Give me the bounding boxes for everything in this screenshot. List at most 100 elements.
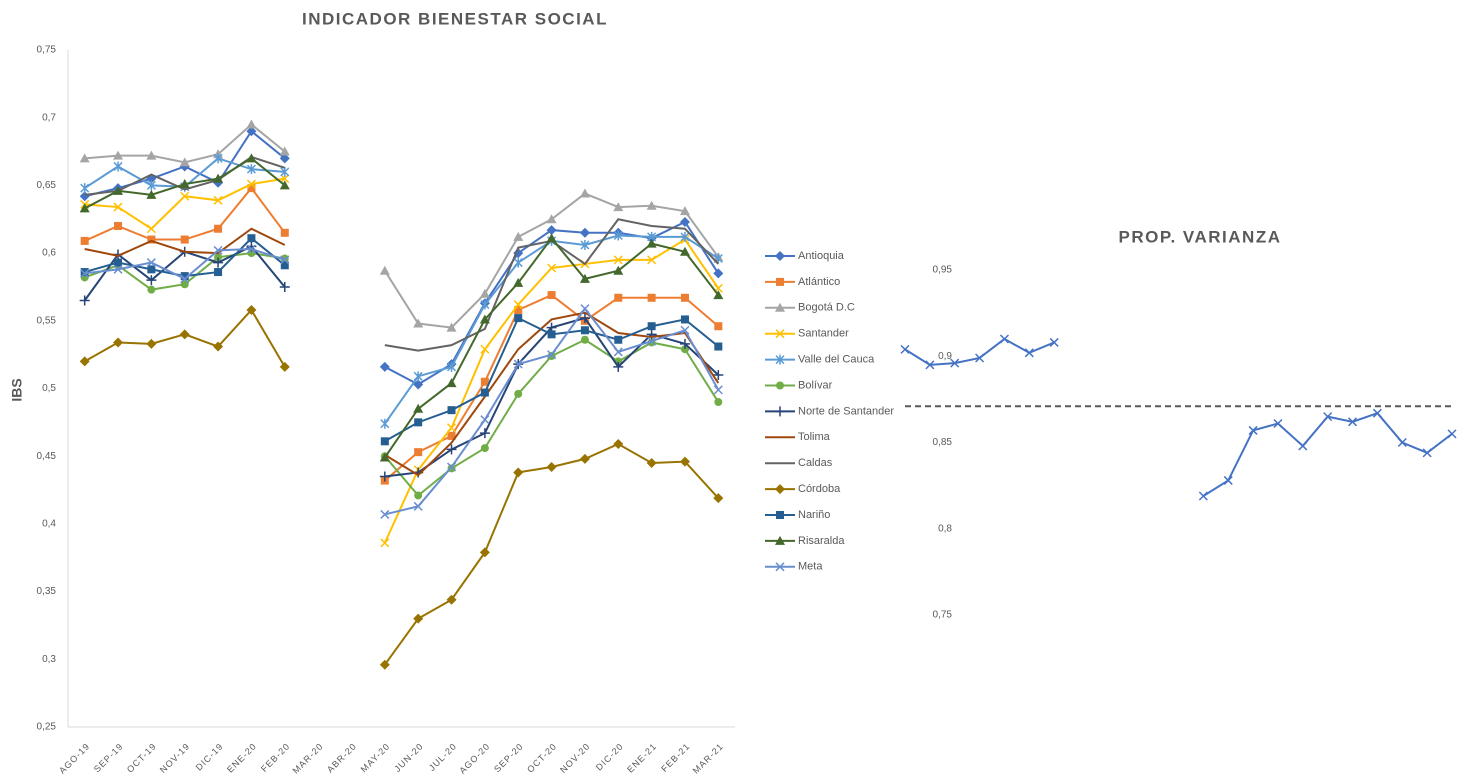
data-point bbox=[80, 268, 90, 278]
data-point bbox=[1024, 348, 1034, 358]
y-tick-label: 0,6 bbox=[42, 248, 56, 259]
y-tick-label: 0,95 bbox=[933, 265, 953, 276]
data-point bbox=[679, 338, 690, 349]
data-point bbox=[214, 224, 223, 233]
data-point bbox=[547, 350, 557, 360]
legend-marker bbox=[775, 406, 785, 417]
data-point bbox=[80, 183, 90, 194]
data-point bbox=[547, 291, 556, 300]
data-point bbox=[580, 335, 589, 344]
data-point bbox=[713, 369, 724, 380]
data-point bbox=[647, 336, 657, 346]
data-point bbox=[379, 361, 390, 372]
data-point bbox=[579, 273, 590, 283]
data-point bbox=[1397, 437, 1407, 448]
x-tick-label: MAR-20 bbox=[291, 741, 326, 776]
data-point bbox=[414, 448, 423, 457]
data-point bbox=[214, 253, 223, 262]
data-point bbox=[447, 431, 456, 440]
data-point bbox=[447, 406, 456, 415]
data-point bbox=[79, 203, 90, 213]
data-point bbox=[413, 379, 424, 390]
data-point bbox=[246, 119, 257, 129]
legend-label: Atlántico bbox=[798, 276, 840, 288]
data-point bbox=[513, 257, 523, 268]
data-point bbox=[146, 224, 156, 234]
data-point bbox=[713, 290, 724, 300]
data-point bbox=[246, 179, 256, 189]
data-point bbox=[975, 353, 985, 363]
data-point bbox=[1273, 418, 1283, 429]
data-point bbox=[1198, 491, 1208, 501]
data-point bbox=[479, 288, 490, 298]
data-point bbox=[279, 153, 290, 164]
data-point bbox=[147, 235, 156, 244]
series-line bbox=[904, 337, 1453, 497]
y-tick-label: 0,3 bbox=[42, 654, 56, 665]
data-point bbox=[546, 214, 557, 224]
x-tick-label: ENE-20 bbox=[225, 741, 259, 775]
data-point bbox=[999, 334, 1009, 344]
data-point bbox=[680, 315, 689, 324]
data-point bbox=[213, 173, 224, 183]
data-point bbox=[113, 202, 123, 212]
y-tick-label: 0,85 bbox=[933, 437, 953, 448]
data-point bbox=[714, 398, 723, 407]
data-point bbox=[713, 493, 724, 504]
data-point bbox=[613, 439, 624, 450]
data-point bbox=[513, 359, 523, 369]
data-point bbox=[446, 594, 457, 605]
x-tick-label: JUN-20 bbox=[392, 741, 425, 774]
x-tick-label: OCT-19 bbox=[125, 741, 159, 775]
legend-label: Norte de Santander bbox=[798, 405, 894, 417]
data-point bbox=[1248, 425, 1258, 435]
data-point bbox=[213, 341, 224, 352]
data-point bbox=[413, 318, 424, 328]
data-point bbox=[146, 258, 156, 268]
legend-label: Santander bbox=[798, 328, 849, 340]
data-point bbox=[680, 325, 690, 335]
y-tick-label: 0,55 bbox=[37, 315, 57, 326]
data-point bbox=[680, 345, 689, 354]
data-point bbox=[680, 293, 689, 302]
data-point bbox=[514, 314, 523, 323]
x-tick-label: OCT-20 bbox=[525, 741, 559, 775]
data-point bbox=[180, 272, 189, 281]
y-tick-label: 0,35 bbox=[37, 586, 57, 597]
data-point bbox=[480, 388, 489, 397]
data-point bbox=[900, 344, 910, 354]
data-point bbox=[246, 244, 256, 254]
data-point bbox=[647, 293, 656, 302]
data-point bbox=[246, 304, 257, 315]
data-point bbox=[246, 164, 256, 175]
data-point bbox=[613, 265, 624, 275]
data-point bbox=[246, 126, 257, 137]
legend-label: Meta bbox=[798, 561, 823, 573]
legend-marker bbox=[776, 381, 784, 390]
data-point bbox=[180, 235, 189, 244]
data-point bbox=[1372, 408, 1382, 418]
data-point bbox=[714, 342, 723, 351]
legend-label: Bogotá D.C bbox=[798, 302, 855, 314]
data-point bbox=[380, 437, 389, 446]
data-point bbox=[480, 377, 489, 386]
data-point bbox=[613, 202, 624, 212]
data-point bbox=[247, 234, 256, 243]
data-point bbox=[1348, 417, 1358, 427]
y-tick-label: 0,8 bbox=[938, 523, 952, 534]
data-point bbox=[480, 415, 490, 425]
data-point bbox=[647, 322, 656, 331]
data-point bbox=[613, 361, 624, 372]
data-point bbox=[513, 231, 524, 241]
data-point bbox=[280, 228, 289, 237]
data-point bbox=[146, 338, 157, 349]
data-point bbox=[113, 337, 124, 348]
data-point bbox=[279, 361, 290, 372]
data-point bbox=[280, 261, 289, 270]
data-point bbox=[413, 403, 424, 413]
data-point bbox=[579, 227, 590, 238]
data-point bbox=[213, 245, 223, 255]
data-point bbox=[213, 195, 223, 205]
data-point bbox=[113, 150, 124, 160]
legend-marker bbox=[776, 511, 784, 519]
